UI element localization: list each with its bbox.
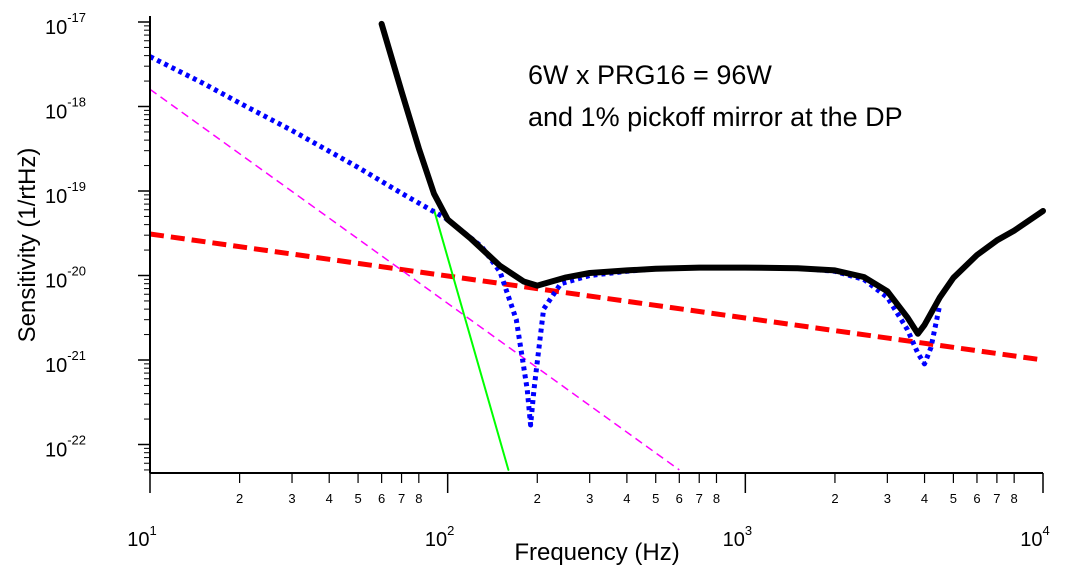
x-minor-tick-label: 2 — [236, 491, 243, 506]
x-minor-tick-label: 8 — [1011, 491, 1018, 506]
axes-layer — [149, 16, 1043, 474]
x-minor-tick-label: 6 — [973, 491, 980, 506]
x-minor-tick-label: 6 — [676, 491, 683, 506]
series-layer — [148, 20, 1046, 471]
series-line-3 — [149, 231, 1044, 363]
y-axis-title: Sensitivity (1/rtHz) — [14, 148, 41, 343]
x-minor-tick-label: 2 — [831, 491, 838, 506]
x-major-tick-label: 103 — [723, 523, 752, 551]
x-major-tick-label: 101 — [127, 523, 156, 551]
x-minor-tick-label: 4 — [623, 491, 630, 506]
x-major-tick-label: 102 — [425, 523, 454, 551]
y-tick-label: 10-18 — [45, 95, 86, 124]
x-minor-tick-label: 4 — [921, 491, 928, 506]
annotation-line-1: 6W x PRG16 = 96W — [528, 60, 772, 90]
y-tick-label: 10-20 — [45, 264, 86, 293]
series-line-4 — [149, 88, 680, 471]
x-minor-tick-label: 4 — [326, 491, 333, 506]
y-tick-label: 10-17 — [45, 10, 86, 39]
series-line-2 — [148, 54, 943, 428]
x-minor-tick-label: 3 — [884, 491, 891, 506]
x-major-tick-label: 104 — [1020, 523, 1049, 551]
x-minor-tick-label: 7 — [993, 491, 1000, 506]
x-minor-tick-label: 3 — [288, 491, 295, 506]
x-minor-tick-label: 7 — [696, 491, 703, 506]
x-minor-tick-label: 3 — [586, 491, 593, 506]
x-axis-title: Frequency (Hz) — [514, 539, 679, 566]
y-tick-label: 10-22 — [45, 433, 86, 462]
x-minor-tick-label: 2 — [534, 491, 541, 506]
series-line-1 — [378, 20, 1046, 337]
y-tick-label: 10-19 — [45, 179, 86, 208]
x-minor-tick-label: 6 — [378, 491, 385, 506]
x-minor-tick-label: 5 — [950, 491, 957, 506]
annotation-line-2: and 1% pickoff mirror at the DP — [528, 102, 903, 132]
series-line-5 — [433, 208, 510, 471]
x-minor-tick-label: 8 — [415, 491, 422, 506]
x-minor-tick-label: 5 — [354, 491, 361, 506]
x-minor-tick-label: 7 — [398, 491, 405, 506]
y-tick-label: 10-21 — [45, 348, 86, 377]
x-minor-tick-label: 5 — [652, 491, 659, 506]
x-minor-tick-label: 8 — [713, 491, 720, 506]
